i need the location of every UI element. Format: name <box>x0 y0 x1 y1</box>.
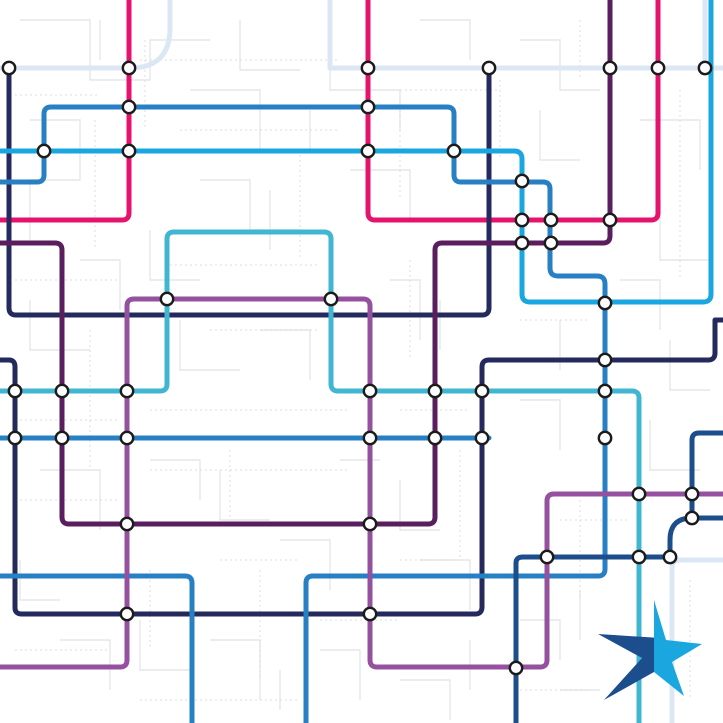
station-marker <box>7 430 23 446</box>
station-marker <box>481 60 497 76</box>
station-marker <box>597 295 613 311</box>
station-marker <box>543 235 559 251</box>
station-marker <box>597 383 613 399</box>
dark-blue-line <box>513 430 723 723</box>
blue-line-upper <box>0 104 608 723</box>
station-marker <box>360 60 376 76</box>
pale-blue-line <box>0 0 173 71</box>
station-marker <box>514 235 530 251</box>
station-marker <box>36 143 52 159</box>
station-marker <box>631 549 647 565</box>
teal-line-loop <box>0 229 642 723</box>
station-marker <box>543 212 559 228</box>
station-marker <box>1 60 17 76</box>
station-marker <box>362 516 378 532</box>
pale-blue-line-lower <box>669 557 723 723</box>
station-marker <box>121 60 137 76</box>
station-marker <box>508 660 524 676</box>
station-marker <box>159 291 175 307</box>
station-marker <box>362 383 378 399</box>
station-marker <box>54 430 70 446</box>
station-marker <box>7 383 23 399</box>
station-marker <box>474 430 490 446</box>
station-marker <box>514 173 530 189</box>
station-marker <box>121 143 137 159</box>
station-marker <box>662 549 678 565</box>
pale-blue-line-upper <box>327 0 723 71</box>
station-marker <box>602 60 618 76</box>
station-marker <box>446 143 462 159</box>
station-marker <box>54 383 70 399</box>
station-marker <box>631 486 647 502</box>
navy-line-lower <box>0 317 723 617</box>
magenta-line-center <box>365 0 661 223</box>
cyan-line <box>0 0 714 305</box>
station-marker <box>514 212 530 228</box>
station-marker <box>427 383 443 399</box>
station-marker <box>602 212 618 228</box>
station-marker <box>119 516 135 532</box>
station-marker <box>697 60 713 76</box>
station-marker <box>539 549 555 565</box>
station-marker <box>119 606 135 622</box>
station-marker <box>684 510 700 526</box>
plum-line <box>0 0 613 527</box>
stations <box>1 60 713 676</box>
navy-line-upper <box>6 65 492 318</box>
station-marker <box>360 99 376 115</box>
star-logo-icon <box>598 600 702 700</box>
station-marker <box>684 486 700 502</box>
station-marker <box>119 383 135 399</box>
station-marker <box>121 99 137 115</box>
magenta-line-left <box>0 0 132 223</box>
station-marker <box>119 430 135 446</box>
station-marker <box>362 430 378 446</box>
station-marker <box>360 143 376 159</box>
station-marker <box>597 430 613 446</box>
station-marker <box>427 430 443 446</box>
station-marker <box>362 606 378 622</box>
station-marker <box>474 383 490 399</box>
blue-line-lower <box>0 573 195 723</box>
station-marker <box>650 60 666 76</box>
station-marker <box>323 291 339 307</box>
station-marker <box>597 352 613 368</box>
violet-line <box>0 296 723 670</box>
